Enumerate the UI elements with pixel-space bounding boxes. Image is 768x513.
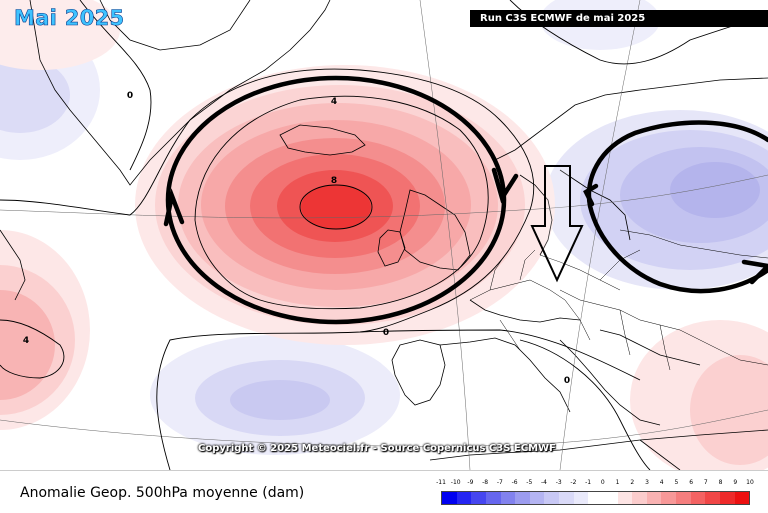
negative-anomaly-shading [0,0,768,455]
color-scale-legend: -11 -10 -9 -8 -7 -6 -5 -4 -3 -2 -1 0 1 2 3 4 5 6 7 8 9 10 [436,479,754,509]
contour-label-center-eight: 8 [331,176,337,186]
legend-swatch [705,492,720,504]
legend-swatch [661,492,676,504]
legend-swatch [515,492,530,504]
anomaly-map: 0 4 8 4 0 0 [0,0,768,470]
north-flow-arrow [530,165,584,283]
legend-tick-label: -7 [496,479,503,486]
legend-tick-label: 10 [746,479,754,486]
legend-tick-label: 9 [733,479,738,486]
legend-swatch [734,492,750,504]
depression-arrowhead-top [583,183,599,207]
legend-swatch [544,492,559,504]
legend-tick-label: -10 [450,479,461,486]
month-title: Mai 2025 [14,6,125,31]
anticyclone-circle [165,75,507,325]
contour-lines [0,0,768,470]
circle-arrowhead-left [163,188,185,227]
contour-label-europe-zero: 0 [564,376,570,386]
depression-arc [586,120,768,294]
legend-tick-label: -2 [570,479,577,486]
legend-tick-label: 4 [659,479,664,486]
legend-swatch [690,492,706,504]
legend-tick-label: -9 [467,479,474,486]
contour-label-atlantic-zero: 0 [383,328,389,338]
country-borders [469,229,768,371]
legend-tick-labels: -11 -10 -9 -8 -7 -6 -5 -4 -3 -2 -1 0 1 2 3 4 5 6 7 8 9 10 [436,479,754,489]
legend-swatch [719,492,735,504]
legend-tick-label: -6 [511,479,518,486]
legend-tick-label: -11 [436,479,446,486]
legend-swatch [632,492,647,504]
legend-swatch [529,492,545,504]
run-label: Run C3S ECMWF de mai 2025 [470,10,768,27]
footer-bar: Anomalie Geop. 500hPa moyenne (dam) -11-… [0,470,768,513]
legend-swatch [646,492,662,504]
legend-tick-label: 5 [674,479,679,486]
legend-swatch [617,492,633,504]
circulation-annotations [163,75,768,325]
legend-tick-label: 0 [600,479,605,486]
legend-tick-label: 8 [718,479,723,486]
legend-tick-label: 2 [630,479,635,486]
legend-tick-label: 3 [645,479,649,486]
legend-swatch [559,492,574,504]
contour-label-west-four: 4 [23,336,29,346]
legend-swatch [471,492,486,504]
legend-color-bar [441,491,750,505]
legend-tick-label: -8 [482,479,489,486]
circle-arrowhead-right [491,167,519,204]
legend-tick-label: -4 [541,479,547,486]
legend-swatch [573,492,589,504]
legend-swatch [602,492,618,504]
legend-tick-label: 6 [689,479,694,486]
contour-label-north-four: 4 [331,97,337,107]
legend-swatch [485,492,501,504]
legend-tick-label: -1 [585,479,592,486]
map-caption: Anomalie Geop. 500hPa moyenne (dam) [20,485,305,501]
legend-swatch [500,492,516,504]
legend-swatch [456,492,472,504]
copyright-notice: Copyright © 2025 Meteociel.fr - Source C… [198,443,556,454]
legend-tick-label: 1 [615,479,620,486]
legend-swatch [676,492,691,504]
positive-anomaly-shading [0,0,768,470]
legend-swatch [442,492,457,504]
legend-tick-label: 7 [703,479,708,486]
contour-value-labels: 0 4 8 4 0 0 [23,91,570,386]
contour-label-greenland: 0 [127,91,133,101]
legend-swatch [588,492,603,504]
legend-tick-label: -5 [526,479,533,486]
depression-arrowhead-bottom [741,259,768,285]
legend-tick-label: -3 [555,479,562,486]
